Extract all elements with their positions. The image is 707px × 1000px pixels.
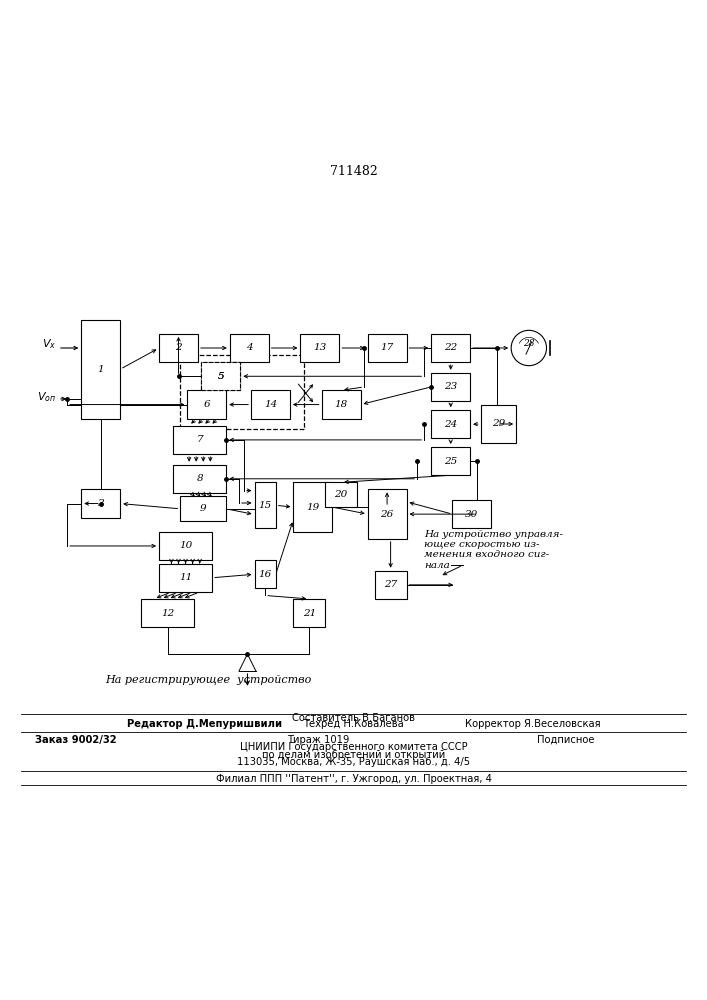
Text: 16: 16 [259,570,271,579]
Text: 10: 10 [179,541,192,550]
Bar [375,571,407,599]
Text: ЦНИИПИ Государственного комитета СССР: ЦНИИПИ Государственного комитета СССР [240,742,467,752]
Text: Составитель В.Баганов: Составитель В.Баганов [292,713,415,723]
Text: $V_x$: $V_x$ [42,338,57,351]
Bar [180,355,304,429]
Text: 26: 26 [380,510,394,519]
Text: 11: 11 [179,573,192,582]
Circle shape [511,330,547,366]
Text: 18: 18 [334,400,348,409]
Text: 4: 4 [246,343,252,352]
Text: На устройство управля-
ющее скоростью из-
менения входного сиг-
нала: На устройство управля- ющее скоростью из… [424,530,563,570]
Bar [187,390,226,419]
Text: 19: 19 [306,503,320,512]
Text: 28: 28 [523,339,534,348]
Bar [325,482,357,507]
Bar [368,489,407,539]
Text: 1: 1 [98,365,104,374]
Bar [293,599,325,627]
Text: 5: 5 [218,372,224,381]
Text: 711482: 711482 [329,165,378,178]
Bar [173,426,226,454]
Text: Редактор Д.Мепуришвили: Редактор Д.Мепуришвили [127,719,282,729]
Text: по делам изобретений и открытий: по делам изобретений и открытий [262,750,445,760]
Text: Тираж 1019: Тираж 1019 [287,735,349,745]
Bar [431,373,470,401]
Text: 12: 12 [161,609,175,618]
Bar [201,362,240,390]
Text: 113035, Москва, Ж-35, Раушская наб., д. 4/5: 113035, Москва, Ж-35, Раушская наб., д. … [237,757,470,767]
Text: 9: 9 [200,504,206,513]
Text: 30: 30 [465,510,479,519]
Text: Филиал ППП ''Патент'', г. Ужгород, ул. Проектная, 4: Филиал ППП ''Патент'', г. Ужгород, ул. П… [216,774,491,784]
Text: Подписное: Подписное [537,735,595,745]
Text: На регистрирующее  устройство: На регистрирующее устройство [105,675,312,685]
Text: 7: 7 [197,435,203,444]
Bar [81,489,120,518]
Text: Техред Н.Ковалева: Техред Н.Ковалева [303,719,404,729]
Bar [173,465,226,493]
Text: 20: 20 [334,490,348,499]
Bar [159,564,212,592]
Bar [431,410,470,438]
Text: Заказ 9002/32: Заказ 9002/32 [35,735,117,745]
Bar [251,390,290,419]
Bar [300,334,339,362]
Bar [431,447,470,475]
Text: 27: 27 [384,580,397,589]
Bar [81,320,120,419]
Bar [452,500,491,528]
Text: 13: 13 [313,343,327,352]
Text: 25: 25 [444,457,457,466]
Bar [368,334,407,362]
Text: 5: 5 [218,372,224,381]
Bar [159,334,198,362]
Bar [255,482,276,528]
Text: 17: 17 [380,343,394,352]
Text: $V_{оп}$: $V_{оп}$ [37,390,57,404]
Text: 22: 22 [444,343,457,352]
Bar [141,599,194,627]
Bar [180,496,226,521]
Text: Корректор Я.Веселовская: Корректор Я.Веселовская [465,719,601,729]
Text: 2: 2 [175,343,182,352]
Text: 21: 21 [303,609,316,618]
Bar [255,560,276,588]
Text: 6: 6 [204,400,210,409]
Text: 3: 3 [98,499,104,508]
Bar [293,482,332,532]
Text: 8: 8 [197,474,203,483]
Bar [481,405,516,443]
Text: 24: 24 [444,420,457,429]
Bar [230,334,269,362]
Bar [201,362,240,390]
Text: 29: 29 [492,419,505,428]
Text: 14: 14 [264,400,277,409]
Text: 15: 15 [259,501,271,510]
Bar [322,390,361,419]
Text: 23: 23 [444,382,457,391]
Bar [159,532,212,560]
Bar [431,334,470,362]
